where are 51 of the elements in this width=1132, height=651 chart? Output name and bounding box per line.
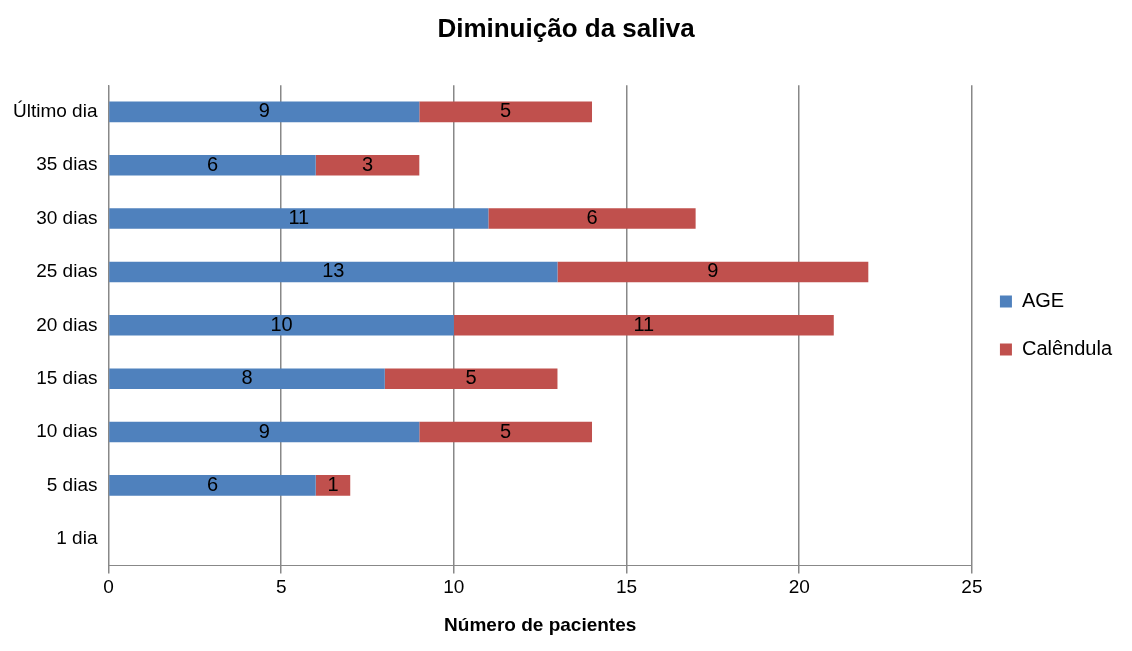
bar [384, 368, 558, 389]
data-label: 6 [586, 206, 598, 229]
x-tick-label: 10 [443, 576, 465, 598]
bar [109, 101, 420, 123]
data-label: 9 [258, 99, 270, 122]
y-tick-label: 10 dias [36, 420, 98, 442]
data-label: 11 [633, 312, 655, 335]
bar [109, 421, 420, 443]
y-tick-label: 15 dias [36, 366, 98, 388]
x-tick-label: 25 [961, 576, 983, 598]
data-label: 9 [258, 419, 270, 442]
data-label: 3 [361, 152, 374, 175]
y-tick-label: 35 dias [36, 153, 98, 175]
bar [315, 154, 420, 176]
bar [109, 154, 316, 176]
data-label: 13 [322, 259, 345, 282]
bar [453, 315, 834, 336]
data-label: 10 [270, 312, 293, 335]
y-tick-label: 5 dias [46, 473, 98, 495]
bar [488, 208, 696, 229]
bar [109, 475, 316, 496]
data-label: 5 [500, 419, 512, 442]
data-label: 9 [707, 259, 719, 282]
x-tick-label: 5 [275, 576, 287, 598]
data-label: 6 [206, 472, 219, 495]
bar [109, 261, 558, 283]
bar [315, 475, 351, 496]
y-tick-label: Último dia [12, 100, 98, 122]
legend-label: AGE [1021, 289, 1065, 312]
chart-title: Diminuição da saliva [437, 12, 696, 43]
bar [419, 421, 593, 443]
bar [419, 101, 593, 123]
data-label: 6 [206, 152, 219, 175]
bar [109, 208, 489, 229]
x-tick-label: 15 [615, 576, 638, 598]
x-tick-label: 0 [103, 576, 114, 598]
bar [109, 315, 454, 336]
data-label: 1 [327, 472, 339, 495]
x-tick-label: 20 [788, 576, 810, 598]
legend-label: Calêndula [1021, 337, 1113, 360]
bar [557, 261, 869, 283]
data-label: 11 [288, 206, 310, 229]
x-axis-title: Número de pacientes [444, 613, 637, 635]
data-label: 8 [241, 366, 253, 389]
data-label: 5 [500, 99, 512, 122]
data-label: 5 [465, 366, 477, 389]
y-tick-label: 1 dia [56, 526, 98, 548]
y-tick-label: 20 dias [36, 313, 98, 335]
y-tick-label: 30 dias [36, 206, 98, 228]
y-tick-label: 25 dias [36, 260, 98, 282]
bar [109, 368, 385, 389]
